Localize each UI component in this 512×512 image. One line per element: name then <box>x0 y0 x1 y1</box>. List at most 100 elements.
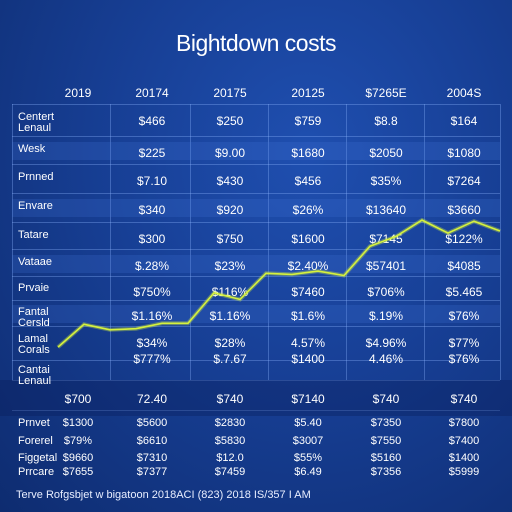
table-cell: $76% <box>448 309 480 323</box>
total-cell: $700 <box>64 392 92 406</box>
table-row: Vataae $.28% $23% $2.40% $57401 $4085 <box>0 257 512 275</box>
column-header: 20175 <box>213 86 247 100</box>
table-cell: $1.6% <box>290 309 326 323</box>
total-cell: $740 <box>450 392 478 406</box>
table-cell: $122% <box>445 232 483 246</box>
row-band <box>12 305 500 323</box>
table-cell: $6.49 <box>294 466 322 478</box>
grid-line-vertical <box>110 104 111 380</box>
table-cell: $55% <box>293 452 323 464</box>
table-row: Lamal Corals $34% $28% 4.57% $4.96% $77% <box>0 334 512 356</box>
table-cell: $1400 <box>448 452 480 464</box>
table-cell: 4.46% <box>368 352 404 366</box>
table-cell: $7655 <box>62 466 94 478</box>
table-cell: $759 <box>294 114 322 128</box>
row-label: Prnned <box>18 171 54 183</box>
table-row: Cantai Lenaul <box>0 365 512 387</box>
row-band <box>12 199 500 217</box>
grid-line-vertical <box>500 104 501 380</box>
table-cell: $2.40% <box>287 259 329 273</box>
grid-line <box>12 326 500 327</box>
table-cell: $23% <box>214 259 246 273</box>
table-cell: $1600 <box>291 232 325 246</box>
grid-line <box>12 410 500 411</box>
table-cell: $466 <box>138 114 166 128</box>
grid-line <box>12 193 500 194</box>
table-row: Tatare $300 $750 $1600 $7145 $122% <box>0 230 512 248</box>
table-row: Prrcare $7655 $7377 $7459 $6.49 $7356 $5999 <box>0 463 512 481</box>
table-cell: $456 <box>294 174 322 188</box>
table-cell: $5160 <box>370 452 402 464</box>
table-cell: $.7.67 <box>213 352 247 366</box>
row-label: Envare <box>18 200 53 212</box>
table-cell: $5.465 <box>445 285 483 299</box>
table-cell: $5999 <box>448 466 480 478</box>
table-cell: $7356 <box>370 466 402 478</box>
column-header: 20125 <box>291 86 325 100</box>
table-cell: $7350 <box>370 417 402 429</box>
table-cell: $3007 <box>292 435 324 447</box>
row-label: Tatare <box>18 229 49 241</box>
row-label: Fantal Cersld <box>18 306 50 329</box>
table-cell: $5600 <box>136 417 168 429</box>
grid-line-vertical <box>12 104 13 380</box>
table-row: $777% $.7.67 $1400 4.46% $76% <box>0 350 512 368</box>
row-label: Centert Lenaul <box>18 111 55 134</box>
grid-line-vertical <box>346 104 347 380</box>
row-label: Prvaie <box>18 282 50 294</box>
grid-line <box>12 300 500 301</box>
total-cell: $7140 <box>291 392 325 406</box>
table-cell: $7310 <box>136 452 168 464</box>
trend-line-glow <box>56 217 501 349</box>
table-cell: $300 <box>138 232 166 246</box>
grid-line <box>12 104 500 105</box>
table-cell: $2830 <box>214 417 246 429</box>
row-band <box>12 142 500 160</box>
table-cell: $1680 <box>291 146 325 160</box>
column-header: 20174 <box>135 86 169 100</box>
total-cell: $740 <box>372 392 400 406</box>
table-cell: $12.0 <box>216 452 244 464</box>
row-label: Cantai Lenaul <box>18 364 52 387</box>
grid-line <box>12 380 500 381</box>
row-label: Wesk <box>18 143 46 155</box>
table-cell: $7264 <box>447 174 481 188</box>
grid-line-vertical <box>190 104 191 380</box>
table-cell: $6610 <box>136 435 168 447</box>
total-row: $700 72.40 $740 $7140 $740 $740 <box>0 390 512 408</box>
table-cell: $706% <box>367 285 405 299</box>
table-cell: $225 <box>138 146 166 160</box>
table-cell: $7460 <box>291 285 325 299</box>
table-cell: $76% <box>448 352 480 366</box>
table-cell: $116% <box>211 285 249 299</box>
table-cell: $7550 <box>370 435 402 447</box>
table-cell: $4085 <box>447 259 481 273</box>
table-cell: $430 <box>216 174 244 188</box>
grid-line <box>12 360 500 361</box>
table-row: Prnned $7.10 $430 $456 $35% $7264 <box>0 172 512 190</box>
column-header: 2019 <box>64 86 92 100</box>
table-cell: $4.96% <box>365 336 407 350</box>
table-cell: $1400 <box>291 352 325 366</box>
table-cell: $1300 <box>62 417 94 429</box>
grid-line-vertical <box>268 104 269 380</box>
table-cell: $.28% <box>134 259 170 273</box>
table-cell: $1080 <box>447 146 481 160</box>
table-row: Wesk $225 $9.00 $1680 $2050 $1080 <box>0 144 512 162</box>
table-row: Figgetal $9660 $7310 $12.0 $55% $5160 $1400 <box>0 449 512 467</box>
table-cell: $34% <box>136 336 168 350</box>
table-cell: $79% <box>63 435 93 447</box>
row-label: Vataae <box>18 256 53 268</box>
grid-line <box>12 276 500 277</box>
grid-line <box>12 136 500 137</box>
table-row: Forerel $79% $6610 $5830 $3007 $7550 $7400 <box>0 432 512 450</box>
column-header-row: 2019 20174 20175 20125 $7265E 2004S <box>0 84 512 102</box>
table-cell: $28% <box>214 336 246 350</box>
table-cell: $7377 <box>136 466 168 478</box>
table-cell: 4.57% <box>290 336 326 350</box>
table-cell: $250 <box>216 114 244 128</box>
table-row: Centert Lenaul $466 $250 $759 $8.8 $164 <box>0 112 512 134</box>
row-label: Prnvet <box>18 417 50 429</box>
table-cell: $5830 <box>214 435 246 447</box>
